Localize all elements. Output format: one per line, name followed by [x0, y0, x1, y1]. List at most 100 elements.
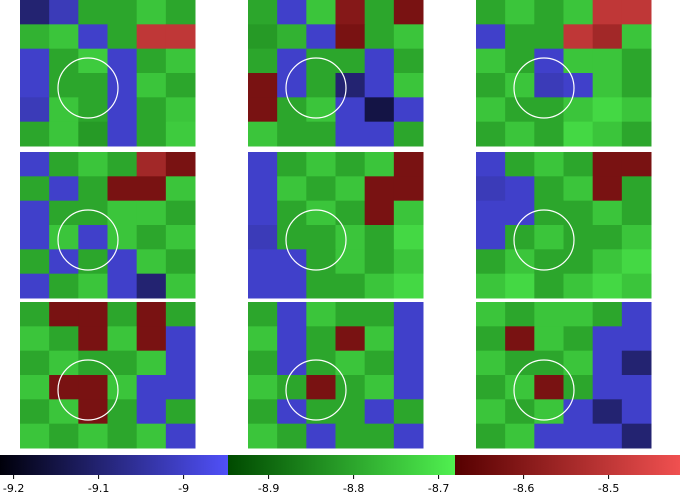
- heatmap-panel: [248, 152, 424, 299]
- heatmap-cell: [505, 326, 535, 352]
- heatmap-cell: [248, 423, 278, 449]
- heatmap-cell: [335, 73, 366, 98]
- heatmap-cell: [335, 152, 366, 177]
- heatmap-cell: [277, 176, 307, 202]
- heatmap-cell: [534, 24, 564, 50]
- heatmap-cell: [621, 24, 652, 50]
- heatmap-cell: [165, 249, 196, 275]
- heatmap-cell: [49, 97, 79, 123]
- heatmap-cell: [476, 249, 506, 275]
- heatmap-cell: [335, 375, 366, 400]
- heatmap-cell: [563, 375, 594, 400]
- heatmap-cell: [335, 399, 366, 425]
- heatmap-cell: [364, 73, 395, 98]
- heatmap-cell: [78, 97, 108, 123]
- heatmap-cell: [476, 0, 506, 25]
- heatmap-cell: [20, 302, 50, 327]
- heatmap-cell: [306, 176, 336, 202]
- heatmap-cell: [49, 73, 79, 98]
- heatmap-cell: [165, 273, 196, 299]
- aperture-circle: [285, 209, 347, 271]
- heatmap-cell: [165, 225, 196, 250]
- heatmap-cell: [393, 225, 424, 250]
- heatmap-cell: [49, 121, 79, 147]
- heatmap-cell: [49, 399, 79, 425]
- heatmap-cell: [107, 273, 138, 299]
- aperture-circle: [513, 359, 575, 421]
- heatmap-cell: [505, 121, 535, 147]
- heatmap-cell: [476, 423, 506, 449]
- heatmap-cell: [364, 0, 395, 25]
- heatmap-cell: [476, 399, 506, 425]
- heatmap-cell: [621, 152, 652, 177]
- heatmap-cell: [136, 121, 167, 147]
- heatmap-cell: [621, 97, 652, 123]
- heatmap-cell: [592, 97, 623, 123]
- heatmap-cell: [20, 225, 50, 250]
- aperture-circle: [57, 359, 119, 421]
- heatmap-cell: [505, 97, 535, 123]
- heatmap-cell: [78, 24, 108, 50]
- heatmap-cell: [534, 249, 564, 275]
- heatmap-cell: [107, 152, 138, 177]
- heatmap-cell: [563, 0, 594, 25]
- heatmap-cell: [534, 375, 564, 400]
- heatmap-cell: [364, 399, 395, 425]
- heatmap-cell: [621, 423, 652, 449]
- heatmap-cell: [563, 73, 594, 98]
- heatmap-cell: [364, 200, 395, 226]
- heatmap-cell: [592, 375, 623, 400]
- heatmap-cell: [563, 423, 594, 449]
- heatmap-cell: [248, 121, 278, 147]
- colorbar-tick-label: -8.6: [513, 482, 534, 495]
- heatmap-cell: [107, 176, 138, 202]
- heatmap-cell: [393, 48, 424, 74]
- heatmap-cell: [306, 200, 336, 226]
- aperture-circle: [57, 209, 119, 271]
- heatmap-cell: [505, 375, 535, 400]
- heatmap-cell: [476, 24, 506, 50]
- heatmap-cell: [393, 0, 424, 25]
- colorbar-tick-label: -8.7: [428, 482, 449, 495]
- heatmap-panel: [476, 152, 652, 299]
- heatmap-cell: [364, 249, 395, 275]
- heatmap-cell: [335, 350, 366, 376]
- heatmap-cell: [49, 176, 79, 202]
- heatmap-cell: [534, 273, 564, 299]
- heatmap-cell: [534, 121, 564, 147]
- heatmap-cell: [277, 399, 307, 425]
- heatmap-cell: [364, 225, 395, 250]
- heatmap-cell: [534, 225, 564, 250]
- heatmap-cell: [621, 326, 652, 352]
- heatmap-cell: [165, 0, 196, 25]
- heatmap-cell: [136, 97, 167, 123]
- heatmap-cell: [78, 73, 108, 98]
- heatmap-cell: [136, 423, 167, 449]
- heatmap-cell: [505, 249, 535, 275]
- heatmap-cell: [49, 423, 79, 449]
- heatmap-cell: [107, 399, 138, 425]
- heatmap-cell: [335, 273, 366, 299]
- heatmap-cell: [393, 249, 424, 275]
- heatmap-cell: [306, 350, 336, 376]
- heatmap-cell: [277, 326, 307, 352]
- heatmap-cell: [476, 350, 506, 376]
- heatmap-cell: [136, 200, 167, 226]
- aperture-circle: [513, 57, 575, 119]
- heatmap-cell: [49, 302, 79, 327]
- heatmap-cell: [49, 273, 79, 299]
- heatmap-cell: [165, 399, 196, 425]
- heatmap-cell: [393, 350, 424, 376]
- heatmap-cell: [78, 423, 108, 449]
- heatmap-cell: [248, 73, 278, 98]
- heatmap-cell: [534, 152, 564, 177]
- heatmap-cell: [364, 24, 395, 50]
- heatmap-cell: [248, 0, 278, 25]
- heatmap-cell: [505, 399, 535, 425]
- heatmap-panel: [248, 302, 424, 449]
- heatmap-cell: [563, 399, 594, 425]
- heatmap-cell: [592, 24, 623, 50]
- heatmap-cell: [476, 176, 506, 202]
- heatmap-cell: [364, 326, 395, 352]
- heatmap-cell: [563, 273, 594, 299]
